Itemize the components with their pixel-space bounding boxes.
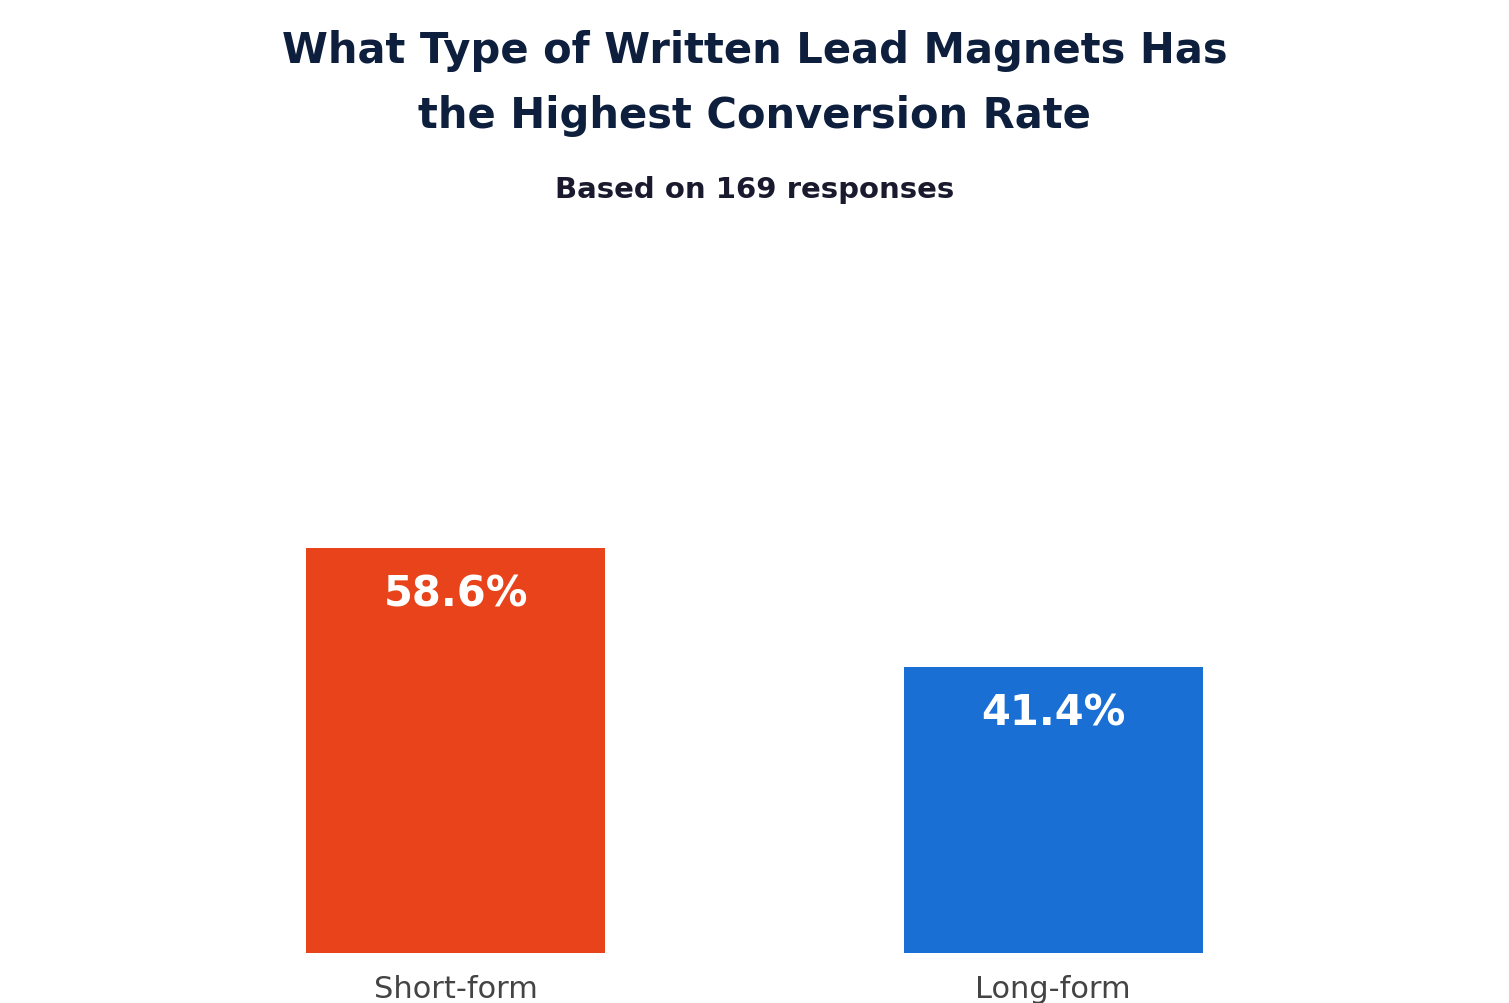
Text: What Type of Written Lead Magnets Has: What Type of Written Lead Magnets Has (282, 30, 1227, 72)
Text: 58.6%: 58.6% (383, 573, 528, 615)
Bar (306, 549, 605, 953)
Bar (904, 667, 1203, 953)
Text: Based on 169 responses: Based on 169 responses (555, 176, 954, 204)
Text: the Highest Conversion Rate: the Highest Conversion Rate (418, 95, 1091, 137)
Text: 41.4%: 41.4% (981, 691, 1126, 733)
